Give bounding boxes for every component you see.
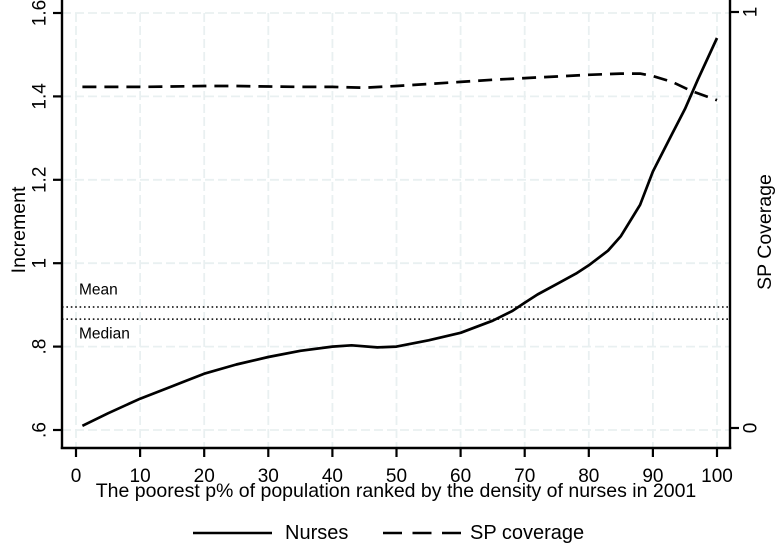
y-left-tick-label: 1.6 xyxy=(30,0,51,26)
y-right-tick-label: 0 xyxy=(741,423,762,434)
y-axis-title-right: SP Coverage xyxy=(754,174,776,290)
mean-reference-label: Mean xyxy=(79,282,118,299)
legend-label-nurses: Nurses xyxy=(285,522,348,544)
x-tick-label: 60 xyxy=(450,466,471,487)
x-tick-label: 30 xyxy=(258,466,279,487)
x-tick-label: 40 xyxy=(322,466,343,487)
y-right-tick-label: 1 xyxy=(741,7,762,18)
legend-label-sp-coverage: SP coverage xyxy=(470,522,584,544)
x-tick-label: 90 xyxy=(642,466,663,487)
x-tick-label: 70 xyxy=(514,466,535,487)
legend: Nurses SP coverage xyxy=(193,522,584,544)
y-left-tick-label: 1 xyxy=(30,258,51,269)
y-left-tick-label: 1.4 xyxy=(30,83,51,110)
reference-lines-layer xyxy=(62,306,730,320)
x-tick-label: 10 xyxy=(130,466,151,487)
x-tick-label: 50 xyxy=(386,466,407,487)
y-axis-title-left: Increment xyxy=(8,186,30,273)
series-layer xyxy=(81,37,719,428)
nurses-line xyxy=(81,37,719,428)
y-left-tick-label: .8 xyxy=(30,339,51,355)
y-left-tick-label: 1.2 xyxy=(30,167,51,193)
x-tick-label: 0 xyxy=(71,466,82,487)
x-tick-label: 80 xyxy=(578,466,599,487)
median-reference-label: Median xyxy=(79,326,130,343)
x-axis-title: The poorest p% of population ranked by t… xyxy=(96,480,697,502)
gridlines-layer xyxy=(62,12,730,448)
sp-coverage-line xyxy=(82,72,718,102)
y-left-tick-label: .6 xyxy=(30,422,51,438)
ticks-layer xyxy=(53,10,739,457)
x-tick-label: 100 xyxy=(701,466,733,487)
x-tick-label: 20 xyxy=(194,466,215,487)
